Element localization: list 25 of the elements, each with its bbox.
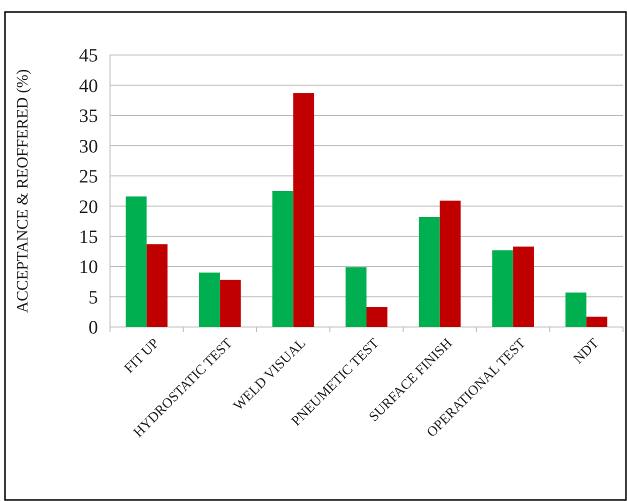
bar bbox=[146, 244, 168, 327]
bar bbox=[513, 246, 534, 327]
y-tick-label: 30 bbox=[79, 136, 98, 158]
bar bbox=[293, 93, 314, 327]
bar bbox=[565, 292, 586, 327]
bar bbox=[492, 250, 514, 327]
y-tick-label: 35 bbox=[79, 106, 98, 128]
bar bbox=[346, 267, 366, 327]
bar bbox=[366, 307, 388, 327]
y-tick-label: 10 bbox=[79, 257, 98, 278]
y-axis-title: ACCEPTANCE & REOFFERED (%) bbox=[14, 69, 32, 313]
y-tick-label: 5 bbox=[88, 287, 98, 308]
bar bbox=[586, 316, 608, 327]
bar bbox=[199, 272, 220, 327]
y-tick-label: 20 bbox=[79, 196, 98, 218]
y-tick-label: 0 bbox=[88, 318, 98, 339]
y-tick-label: 40 bbox=[79, 76, 98, 97]
y-tick-label: 25 bbox=[79, 166, 98, 188]
bar bbox=[126, 196, 147, 327]
bar bbox=[220, 280, 241, 327]
y-tick-label: 15 bbox=[79, 226, 98, 248]
bar bbox=[418, 216, 440, 327]
bar bbox=[272, 191, 294, 327]
y-tick-label: 45 bbox=[79, 46, 98, 67]
bar bbox=[440, 200, 461, 327]
